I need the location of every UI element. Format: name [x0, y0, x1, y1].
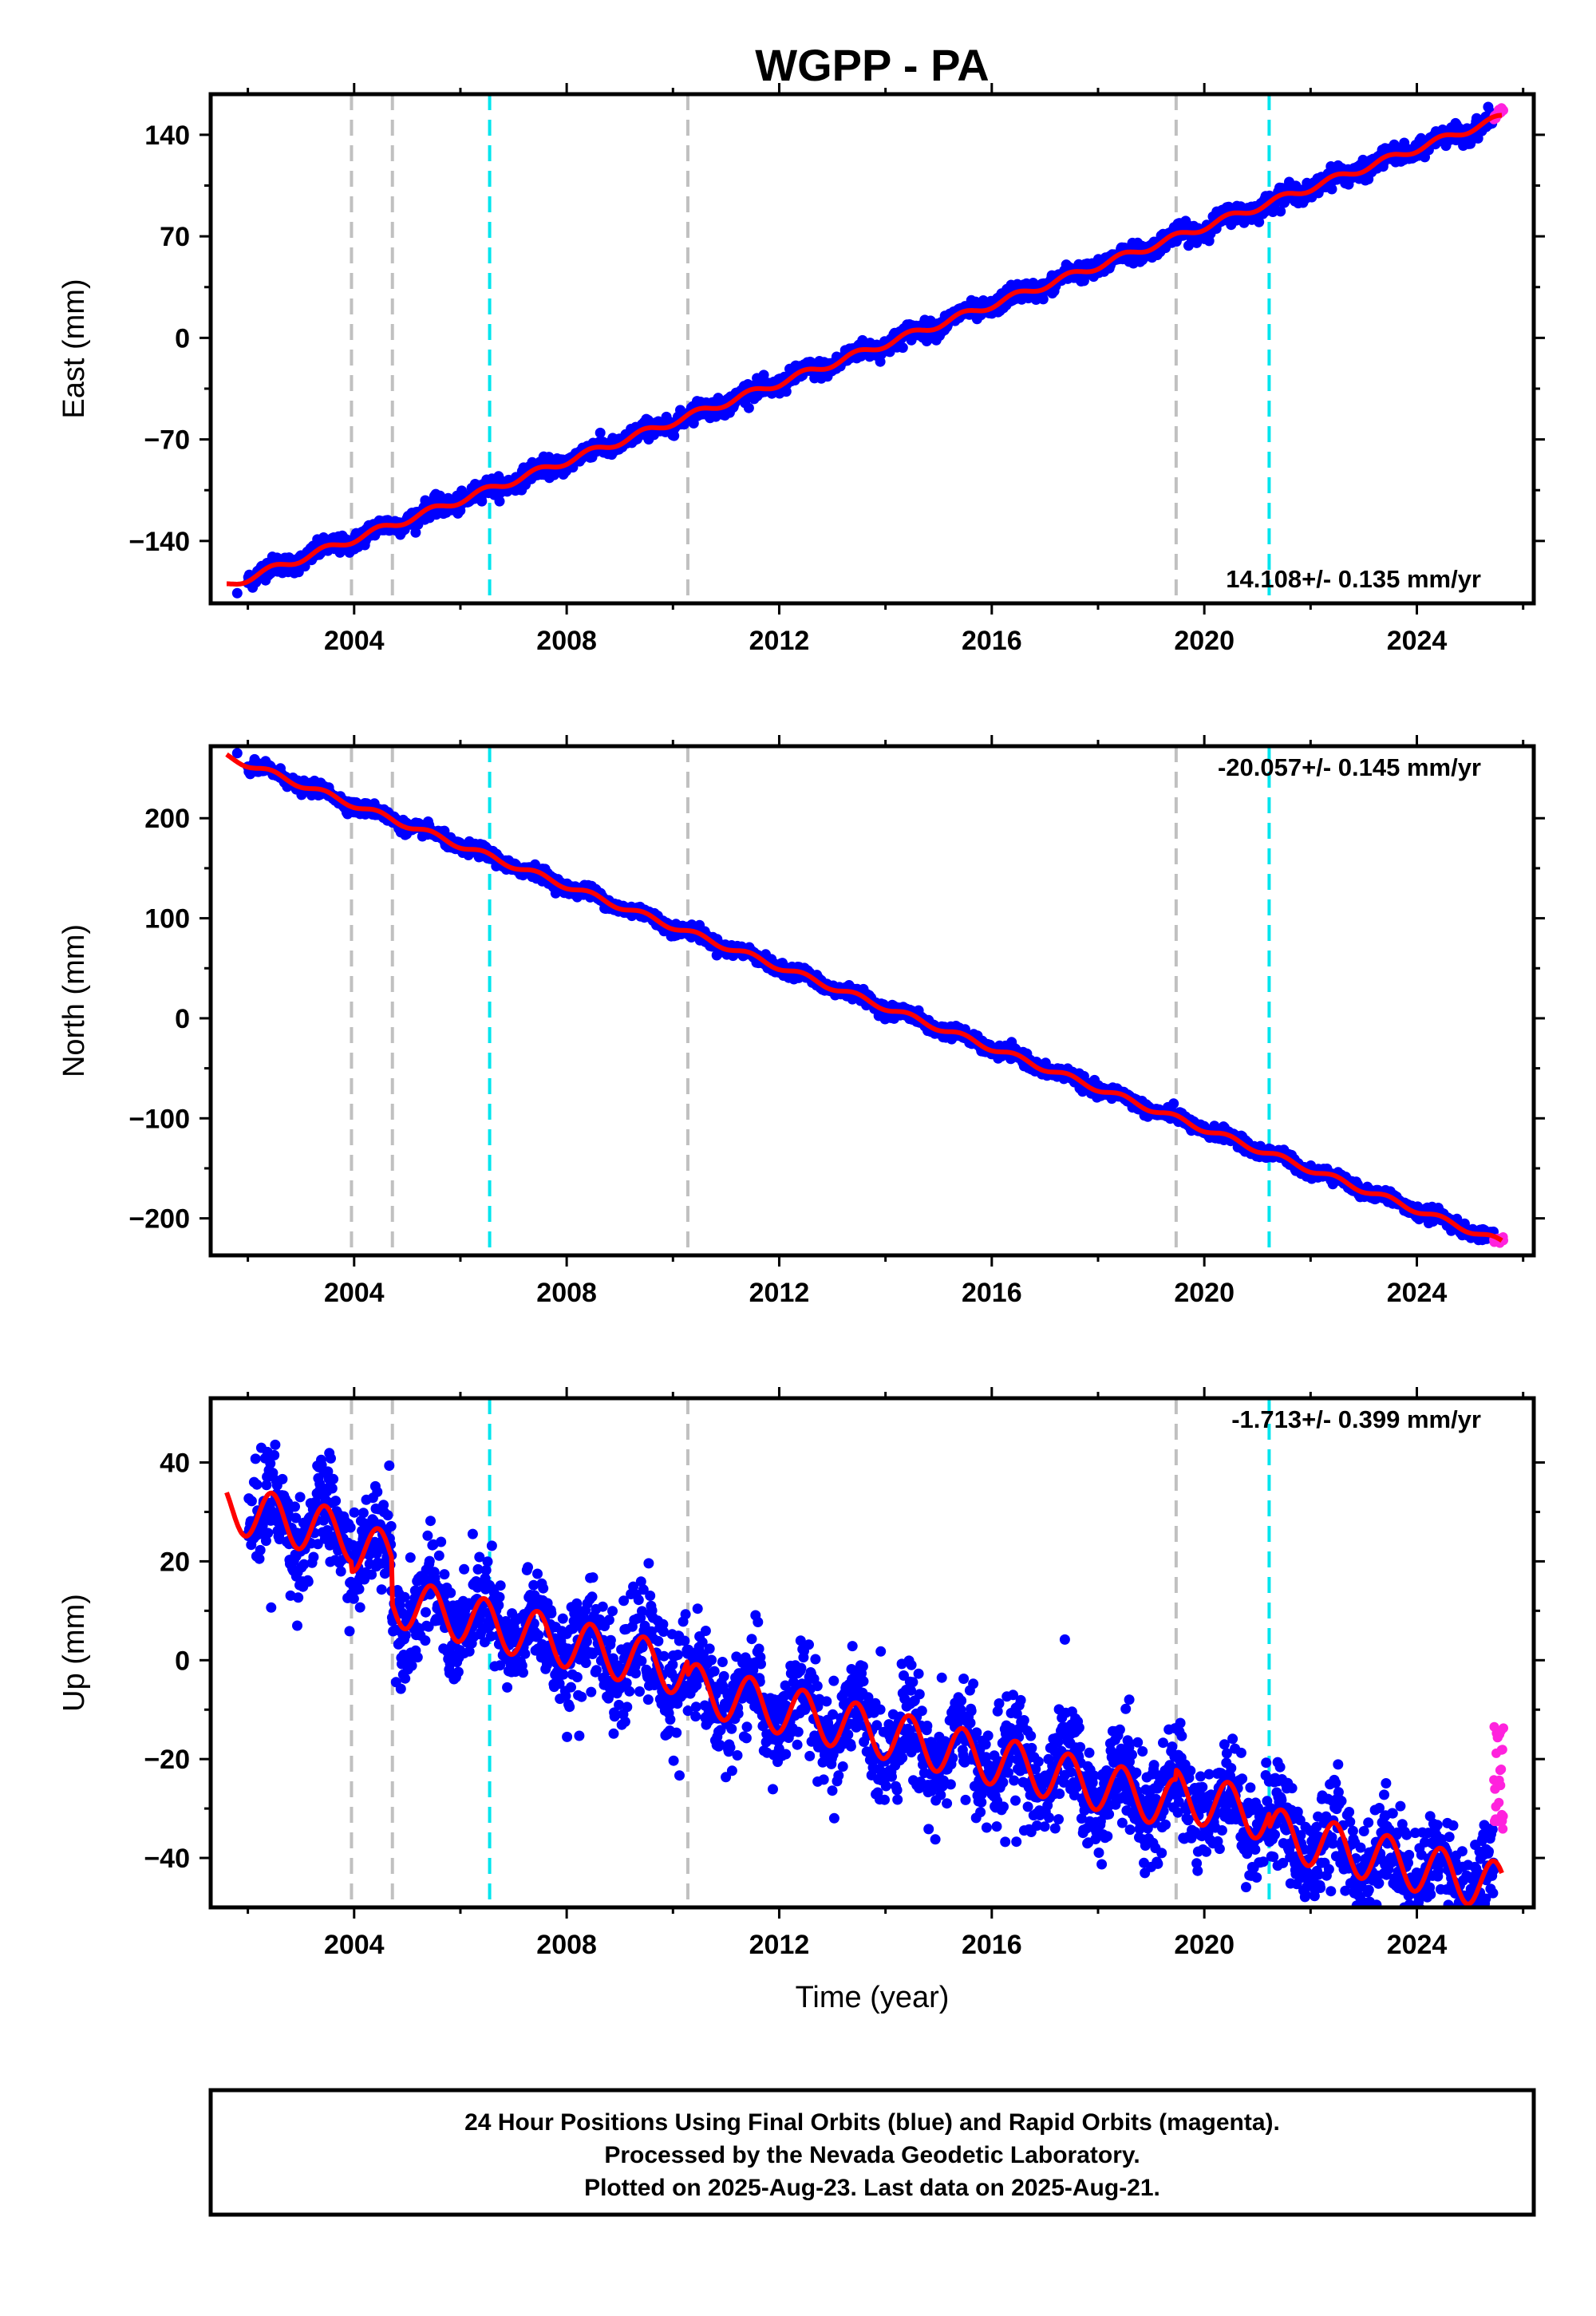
east-final-point-488 — [476, 496, 488, 507]
east-first-point — [231, 587, 243, 599]
east-xtick-label-4: 2020 — [1174, 626, 1235, 656]
east-xtick-label-0: 2004 — [324, 626, 385, 656]
east-final-point-2154 — [1275, 206, 1286, 217]
east-final-point-2261 — [1326, 184, 1337, 195]
east-ytick-label-1: 70 — [160, 222, 190, 252]
east-xtick-label-1: 2008 — [536, 626, 597, 656]
east-final-point-525 — [494, 496, 505, 507]
east-ytick-label-2: 0 — [175, 323, 190, 354]
east-final-point-350 — [410, 527, 421, 538]
east-final-point-889 — [669, 430, 680, 441]
north-final-point-1931 — [1168, 1098, 1179, 1109]
east-xtick-label-3: 2016 — [962, 626, 1022, 656]
east-ytick-label-0: 140 — [144, 121, 190, 151]
east-rate-label: 14.108+/- 0.135 mm/yr — [1226, 565, 1481, 593]
east-xtick-label-2: 2012 — [749, 626, 810, 656]
east-final-point-1076 — [758, 370, 769, 381]
east-ytick-label-3: −70 — [144, 425, 190, 456]
east-final-point-1045 — [743, 402, 754, 413]
east-xtick-label-5: 2024 — [1387, 626, 1448, 656]
east-panel: 2004 2008 2012 2016 2020 2024 140 70 0 −70 −140 Eas… — [57, 83, 1545, 656]
north-plot-area — [225, 746, 1508, 1255]
east-final-point-2109 — [1254, 216, 1265, 227]
chart-title: WGPP - PA — [755, 40, 990, 90]
east-ylabel: East (mm) — [57, 279, 91, 418]
east-final-point-1659 — [1037, 294, 1049, 305]
east-plot-area — [225, 94, 1508, 603]
north-panel: 2004 2008 2012 2016 2020 20242001000−100−200N… — [57, 735, 1545, 1308]
east-final-point-1366 — [897, 342, 908, 354]
east-final-point-735 — [595, 427, 606, 438]
east-ytick-label-4: −140 — [128, 527, 190, 557]
